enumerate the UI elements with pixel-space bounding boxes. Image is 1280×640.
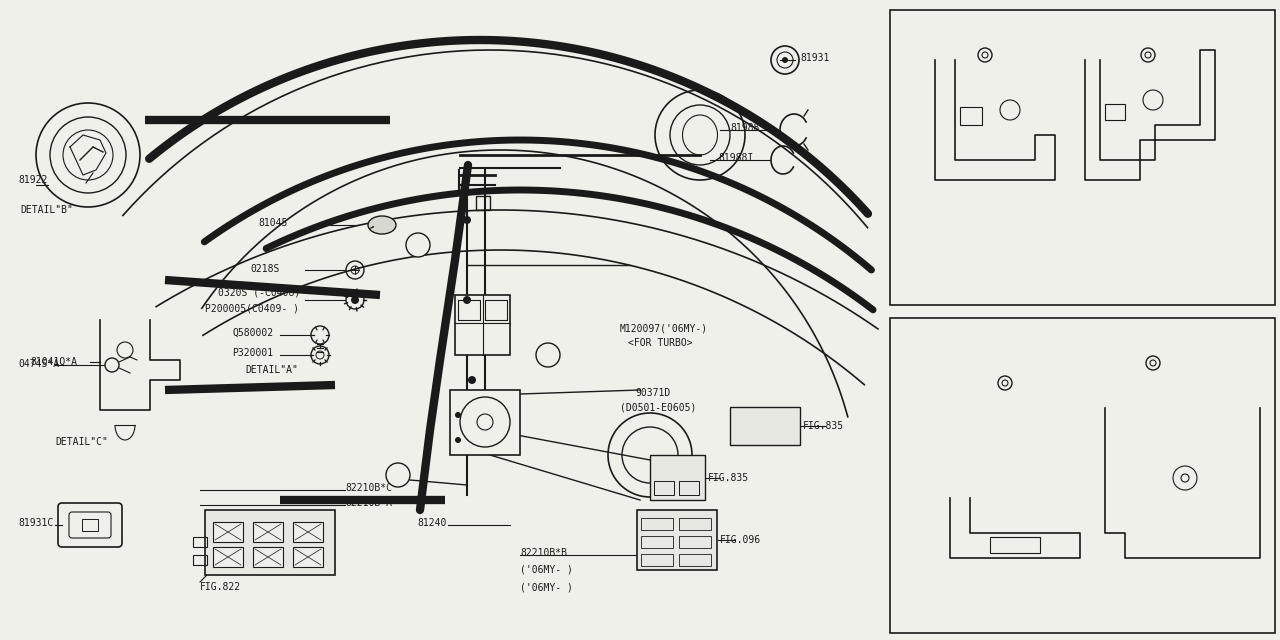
Bar (637, 510, 717, 570)
Text: 0474S*A: 0474S*A (18, 359, 59, 369)
Bar (454, 295, 509, 355)
Text: <NA>: <NA> (957, 199, 982, 209)
FancyArrowPatch shape (370, 227, 374, 228)
Bar (193, 537, 207, 547)
Text: 0474S*B: 0474S*B (950, 40, 991, 50)
Text: 0474S*B: 0474S*B (1105, 40, 1146, 50)
Text: 81931C: 81931C (18, 518, 54, 528)
Text: Q580002: Q580002 (232, 328, 273, 338)
Bar (293, 547, 323, 567)
Bar (1105, 104, 1125, 120)
Circle shape (387, 463, 410, 487)
Bar (730, 407, 800, 445)
Text: <NA>: <NA> (965, 577, 988, 587)
Bar (654, 481, 675, 495)
Ellipse shape (369, 216, 396, 234)
Text: <FOR TURBO>: <FOR TURBO> (628, 338, 692, 348)
Text: 82210B*C: 82210B*C (346, 483, 392, 493)
Bar (650, 455, 705, 500)
Text: 81041*B: 81041*B (1100, 565, 1142, 575)
Text: 0218S: 0218S (250, 264, 279, 274)
Text: <TURBO>: <TURBO> (1100, 577, 1142, 587)
Text: 81041Q*D: 81041Q*D (1091, 187, 1137, 197)
Text: A: A (545, 350, 550, 360)
Bar (193, 555, 207, 565)
Circle shape (463, 296, 471, 304)
Text: 81922: 81922 (18, 175, 47, 185)
Circle shape (351, 296, 358, 304)
Text: 0474S*B: 0474S*B (1120, 348, 1161, 358)
Text: <TURBO>: <TURBO> (1091, 199, 1132, 209)
Text: DETAIL"A": DETAIL"A" (244, 365, 298, 375)
Circle shape (468, 376, 476, 384)
Bar (641, 536, 673, 548)
Text: ('06MY- ): ('06MY- ) (520, 583, 573, 593)
Text: 81045: 81045 (259, 218, 288, 228)
Circle shape (782, 57, 788, 63)
Circle shape (463, 216, 471, 224)
Bar (890, 10, 1275, 305)
Bar (293, 522, 323, 542)
Circle shape (536, 343, 561, 367)
Text: 81041Q*A: 81041Q*A (29, 357, 77, 367)
Bar (678, 481, 699, 495)
Bar (989, 537, 1039, 553)
Text: DETAIL"C": DETAIL"C" (55, 437, 108, 447)
Text: DETAIL"B": DETAIL"B" (20, 205, 73, 215)
Text: 81041Q*C: 81041Q*C (942, 187, 989, 197)
Text: ('06MY-  ): ('06MY- ) (899, 22, 965, 32)
Bar (212, 522, 243, 542)
Bar (253, 522, 283, 542)
Text: ( -'05MY): ( -'05MY) (899, 330, 959, 340)
Circle shape (454, 412, 461, 418)
Text: 81240: 81240 (417, 518, 447, 528)
Text: C: C (415, 240, 421, 250)
Text: P200005(C0409- ): P200005(C0409- ) (205, 303, 300, 313)
Bar (678, 518, 710, 530)
Text: ('06MY- ): ('06MY- ) (520, 565, 573, 575)
Bar (890, 318, 1275, 633)
Bar (205, 510, 335, 575)
Text: FIG.835: FIG.835 (803, 421, 844, 431)
Text: 81988I: 81988I (718, 153, 753, 163)
Bar (476, 196, 490, 210)
Text: FIG.822: FIG.822 (200, 582, 241, 592)
Bar (678, 536, 710, 548)
Circle shape (454, 437, 461, 443)
Bar (253, 547, 283, 567)
Text: 81931: 81931 (800, 53, 829, 63)
Text: 81041Q*B: 81041Q*B (950, 565, 997, 575)
Bar (641, 554, 673, 566)
Text: 0320S (-C0408): 0320S (-C0408) (218, 287, 301, 297)
Text: FIG.096: FIG.096 (721, 535, 762, 545)
Bar (678, 554, 710, 566)
Text: 0474S*B: 0474S*B (972, 368, 1014, 378)
Bar (458, 300, 480, 320)
Bar (485, 300, 507, 320)
Text: M120097('06MY-): M120097('06MY-) (620, 323, 708, 333)
Bar (82, 519, 99, 531)
Text: B: B (396, 470, 401, 480)
Bar (451, 390, 520, 455)
Text: 82210B*B: 82210B*B (520, 548, 567, 558)
Circle shape (406, 233, 430, 257)
Bar (212, 547, 243, 567)
Text: A810001200: A810001200 (1211, 622, 1270, 632)
Text: P320001: P320001 (232, 348, 273, 358)
Text: 82210B*A: 82210B*A (346, 498, 392, 508)
Bar (960, 107, 982, 125)
Text: (D0501-E0605): (D0501-E0605) (620, 403, 696, 413)
Text: 81988*A: 81988*A (730, 123, 771, 133)
Text: FIG.835: FIG.835 (708, 473, 749, 483)
Bar (641, 518, 673, 530)
Text: 90371D: 90371D (635, 388, 671, 398)
